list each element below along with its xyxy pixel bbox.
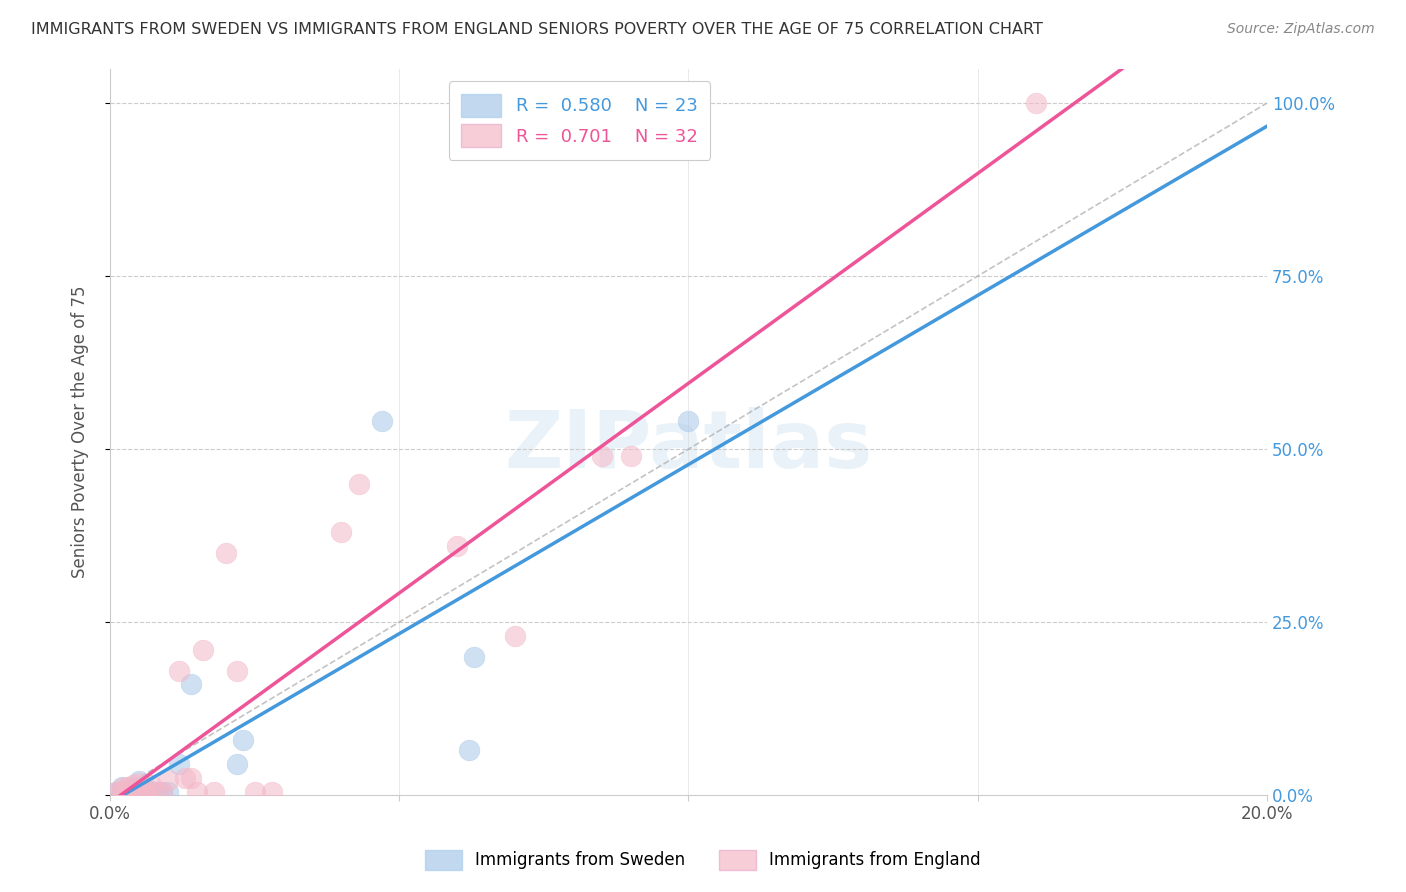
Point (111, 784, 134, 798)
Point (104, 784, 127, 798)
Point (226, 664, 249, 678)
Point (122, 784, 145, 798)
Point (122, 778, 145, 792)
Point (111, 781, 134, 796)
Point (150, 784, 173, 798)
Point (117, 780, 139, 794)
Point (122, 781, 145, 796)
Point (134, 780, 156, 794)
Point (145, 784, 167, 798)
Legend: R =  0.580    N = 23, R =  0.701    N = 32: R = 0.580 N = 23, R = 0.701 N = 32 (449, 81, 710, 160)
Point (446, 539, 468, 553)
Point (104, 784, 127, 798)
Point (134, 784, 156, 798)
Point (145, 784, 167, 798)
Point (139, 778, 162, 792)
Point (232, 732, 254, 747)
Point (169, 756, 191, 771)
Text: IMMIGRANTS FROM SWEDEN VS IMMIGRANTS FROM ENGLAND SENIORS POVERTY OVER THE AGE O: IMMIGRANTS FROM SWEDEN VS IMMIGRANTS FRO… (31, 22, 1043, 37)
Point (169, 664, 191, 678)
Point (330, 525, 353, 540)
Point (226, 756, 249, 771)
Point (463, 649, 485, 664)
Point (128, 775, 150, 789)
Point (150, 784, 173, 798)
Point (139, 784, 162, 798)
Point (156, 784, 179, 798)
Y-axis label: Seniors Poverty Over the Age of 75: Seniors Poverty Over the Age of 75 (72, 285, 89, 578)
Point (128, 784, 150, 798)
Point (1025, 96, 1047, 111)
Legend: Immigrants from Sweden, Immigrants from England: Immigrants from Sweden, Immigrants from … (419, 843, 987, 877)
Point (180, 677, 202, 691)
Point (215, 546, 238, 560)
Point (128, 774, 150, 789)
Point (191, 642, 214, 657)
Point (111, 780, 134, 794)
Point (156, 772, 179, 787)
Point (128, 784, 150, 798)
Text: Source: ZipAtlas.com: Source: ZipAtlas.com (1227, 22, 1375, 37)
Point (134, 782, 156, 797)
Point (117, 782, 139, 797)
Point (180, 771, 202, 785)
Point (117, 784, 139, 798)
Point (503, 629, 526, 643)
Point (457, 743, 479, 757)
Point (591, 449, 613, 463)
Point (260, 784, 283, 798)
Point (371, 414, 394, 428)
Point (117, 784, 139, 798)
Point (243, 784, 266, 798)
Point (620, 449, 643, 463)
Point (174, 771, 197, 785)
Point (678, 414, 700, 428)
Point (186, 784, 208, 798)
Text: ZIPatlas: ZIPatlas (505, 408, 873, 485)
Point (202, 784, 225, 798)
Point (347, 476, 370, 491)
Point (111, 784, 134, 798)
Point (122, 784, 145, 798)
Point (134, 784, 156, 798)
